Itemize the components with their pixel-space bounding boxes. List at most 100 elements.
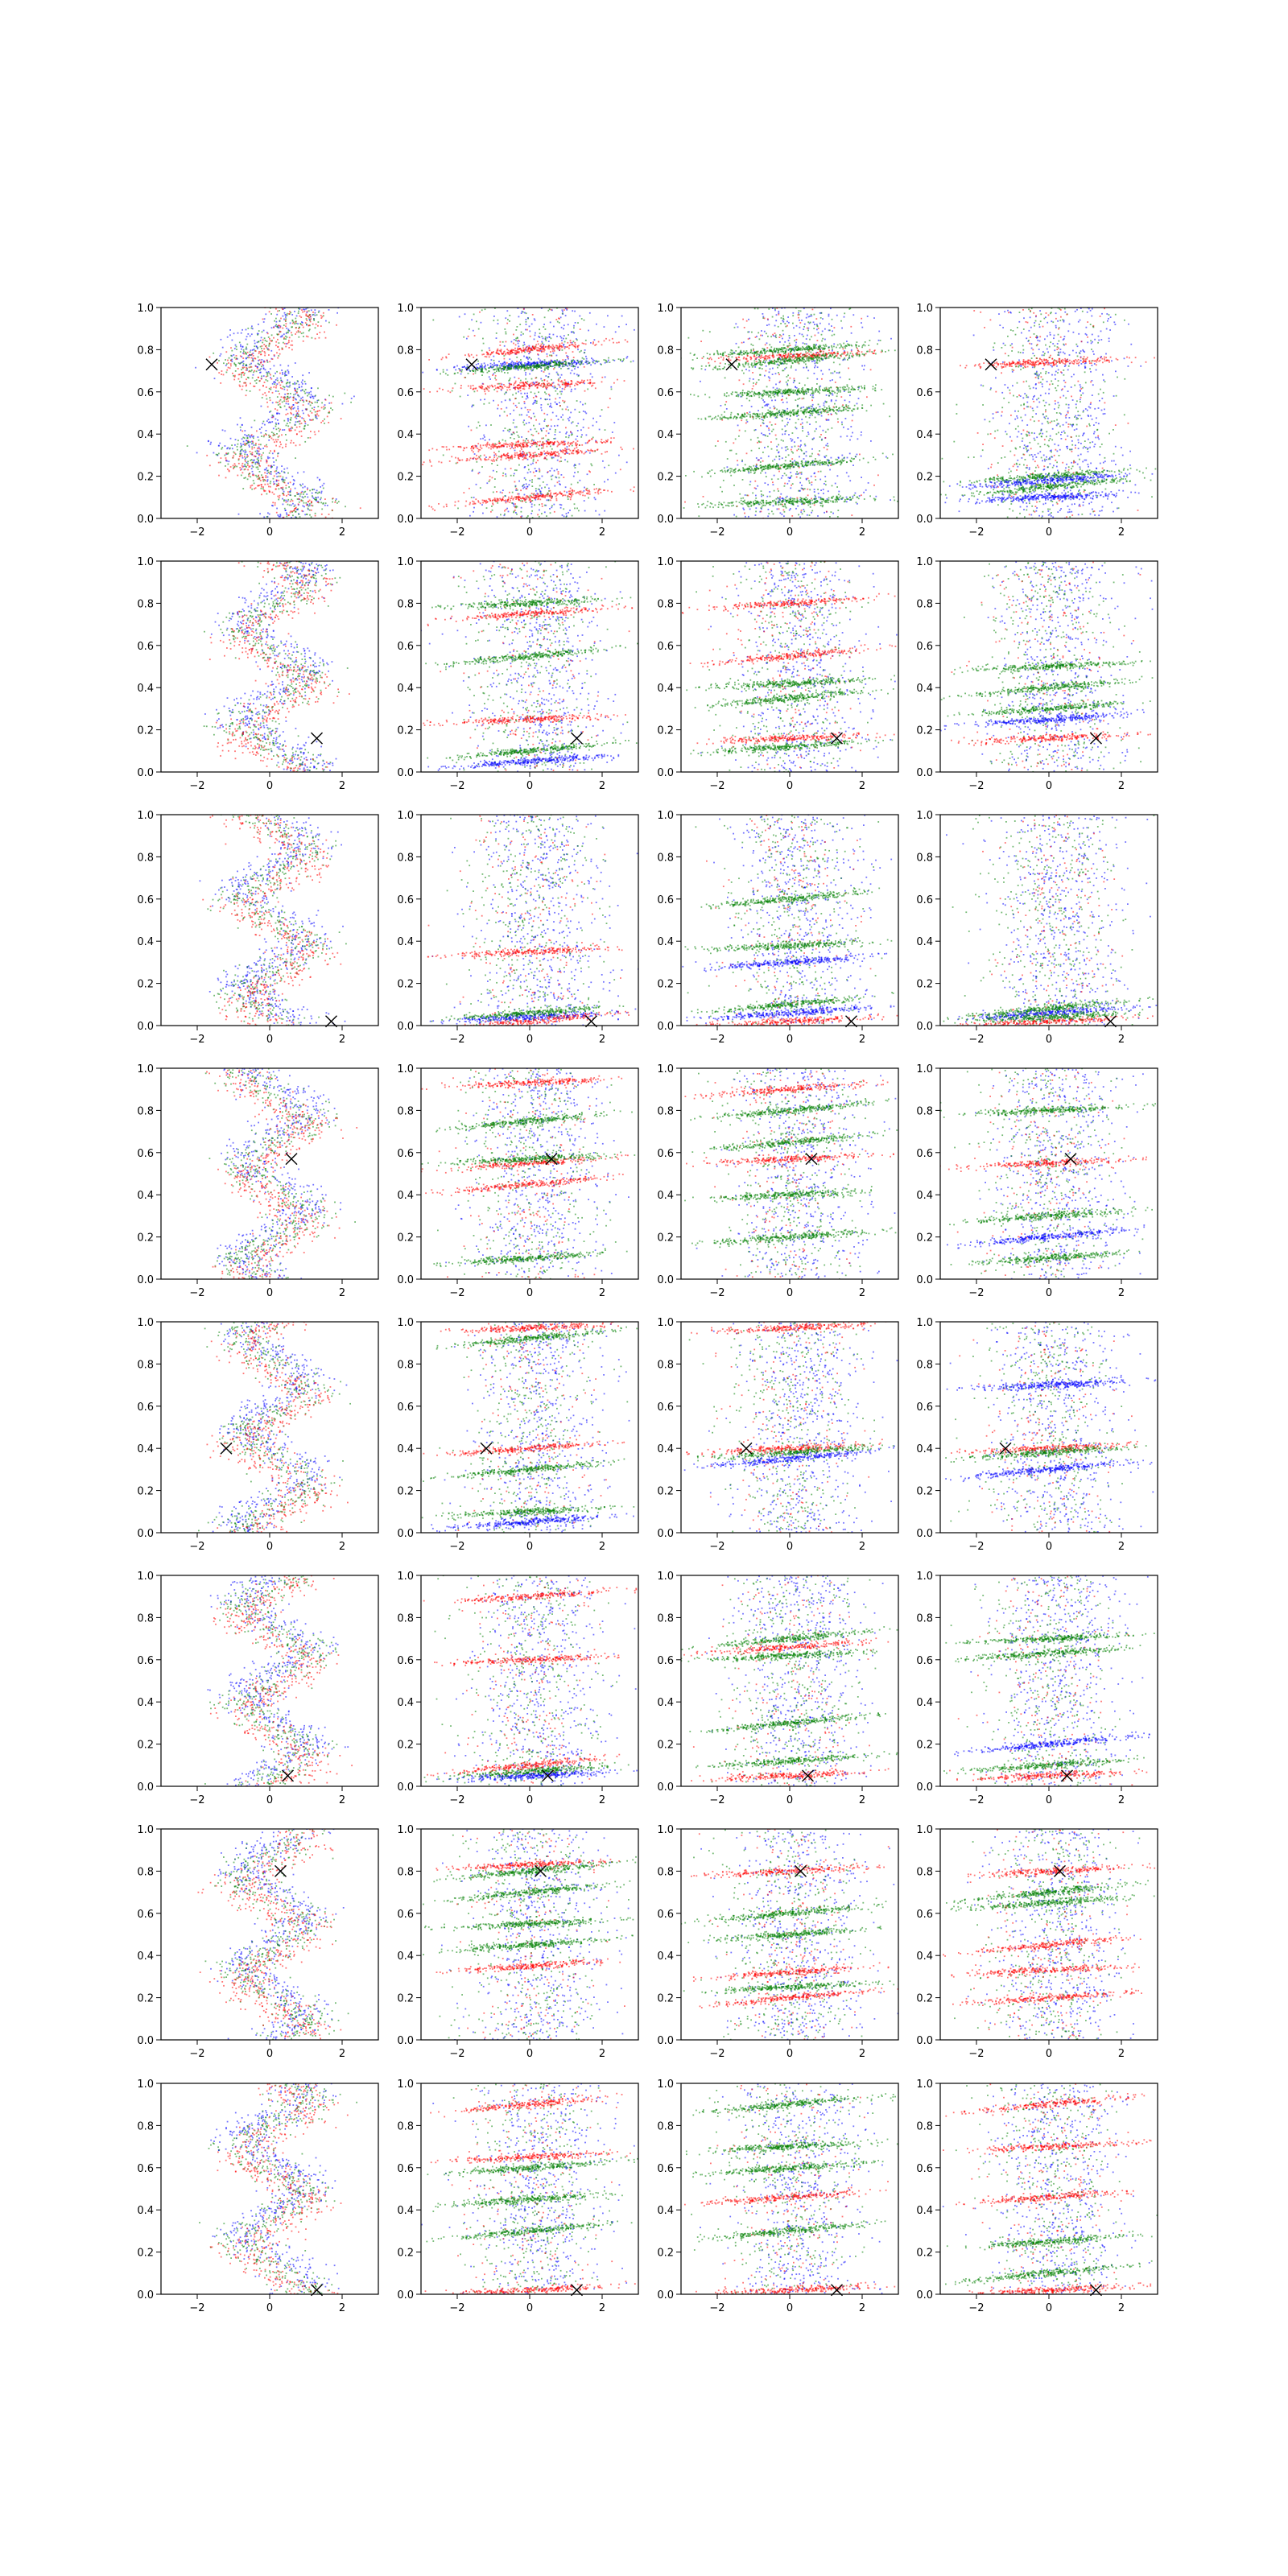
scatter-point [755,488,757,489]
scatter-point [548,341,550,342]
scatter-point [595,387,597,389]
scatter-point [539,332,541,334]
scatter-point [223,362,225,364]
scatter-point [266,374,268,375]
scatter-point [261,406,262,407]
scatter-point [512,394,514,396]
scatter-point [820,489,822,491]
scatter-point [772,374,774,375]
scatter-point [299,384,300,386]
scatter-point [749,509,751,510]
scatter-point [287,386,289,388]
scatter-point [328,402,330,404]
scatter-point [509,386,510,388]
scatter-point [554,511,555,513]
scatter-point [260,372,262,374]
scatter-point [478,449,480,451]
scatter-point [518,364,519,365]
scatter-point [541,487,543,489]
scatter-point [241,446,242,448]
scatter-point [559,391,561,393]
scatter-point [297,498,299,500]
scatter-point [324,505,326,506]
scatter-point [259,380,261,382]
scatter-point [463,492,464,493]
scatter-point [827,443,828,444]
scatter-point [511,434,513,436]
scatter-point [524,498,526,500]
scatter-point [559,345,561,346]
scatter-point [284,479,286,481]
scatter-point [318,431,320,432]
scatter-point [800,440,802,442]
scatter-point [551,496,553,497]
scatter-point [469,460,470,461]
scatter-point [815,360,816,361]
scatter-point [279,446,281,448]
scatter-point [291,505,292,506]
scatter-point [316,402,318,403]
scatter-point [262,342,263,344]
scatter-point [520,380,522,382]
scatter-point [240,455,242,456]
scatter-point [769,360,770,361]
scatter-point [308,325,309,327]
scatter-point [283,400,285,402]
scatter-point [592,362,594,364]
scatter-point [229,367,231,369]
scatter-point [320,493,322,494]
scatter-point [559,402,560,403]
scatter-point [299,386,300,388]
scatter-point [553,368,555,369]
scatter-point [481,504,483,506]
scatter-point [237,449,238,451]
scatter-point [546,431,547,432]
scatter-point [294,323,295,324]
scatter-point [514,452,516,454]
scatter-point [519,348,521,349]
scatter-point [568,496,570,497]
scatter-point [301,417,303,419]
scatter-point [476,455,477,456]
scatter-point [278,390,279,392]
scatter-point [483,444,485,446]
scatter-point [266,434,267,436]
scatter-point [280,444,282,445]
scatter-point [527,472,529,473]
scatter-point [767,515,769,517]
scatter-point [547,414,548,415]
scatter-point [275,308,277,310]
scatter-point [498,451,500,452]
scatter-point [762,419,763,420]
scatter-point [591,439,592,440]
scatter-point [581,444,583,446]
scatter-point [471,319,473,320]
scatter-point [225,430,226,431]
scatter-point [562,388,564,390]
scatter-point [518,402,520,404]
scatter-point [258,478,259,480]
scatter-point [470,457,472,459]
scatter-point [482,372,484,374]
scatter-point [562,384,564,386]
scatter-point [298,308,299,310]
scatter-point [338,501,340,502]
scatter-point [292,514,294,516]
scatter-point [344,393,345,394]
scatter-point [325,337,327,339]
scatter-point [462,366,464,368]
panel-r0-c2: −2 0 20.00.20.40.60.81.0 [657,303,922,539]
scatter-point [516,352,518,353]
scatter-point [537,460,539,461]
scatter-point [287,382,289,383]
scatter-point [518,436,520,438]
scatter-point [244,366,246,368]
scatter-point [875,496,877,497]
scatter-point [291,406,293,407]
scatter-point [289,382,291,384]
scatter-point [482,383,484,385]
scatter-point [838,491,840,493]
x-tick-label: 2 [599,526,605,539]
scatter-point [785,497,786,498]
scatter-point [554,387,555,389]
